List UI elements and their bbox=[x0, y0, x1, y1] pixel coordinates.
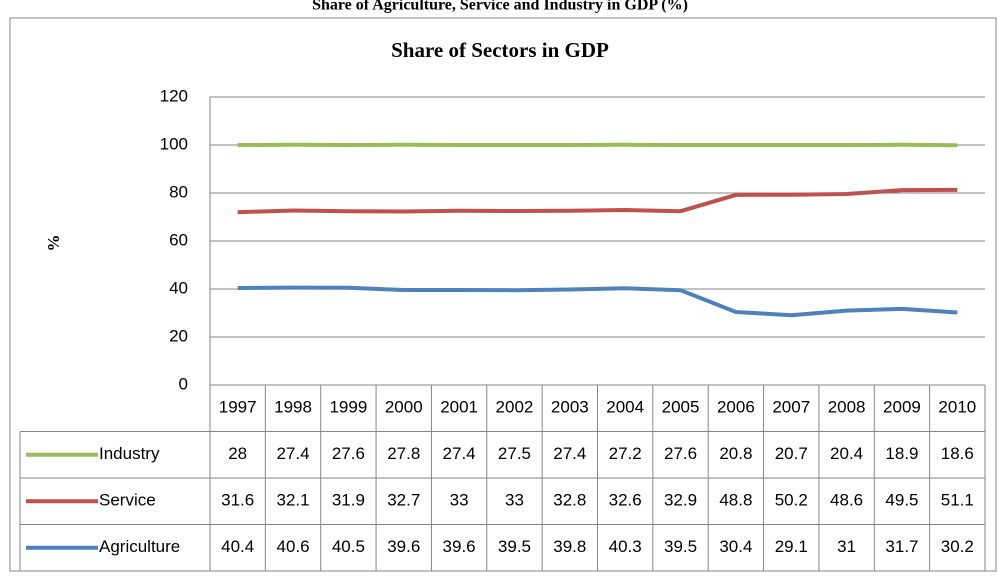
table-value: 27.6 bbox=[664, 444, 697, 463]
table-value: 27.5 bbox=[498, 444, 531, 463]
table-value: 32.1 bbox=[276, 491, 309, 510]
table-value: 27.4 bbox=[553, 444, 586, 463]
table-value: 39.6 bbox=[443, 537, 476, 556]
x-tick-label: 1997 bbox=[219, 398, 257, 417]
table-value: 27.2 bbox=[609, 444, 642, 463]
y-tick-label: 40 bbox=[169, 278, 188, 297]
table-value: 30.4 bbox=[719, 537, 752, 556]
table-value: 27.6 bbox=[332, 444, 365, 463]
chart-title: Share of Sectors in GDP bbox=[391, 38, 609, 62]
table-value: 33 bbox=[505, 491, 524, 510]
table-value: 33 bbox=[450, 491, 469, 510]
table-value: 32.9 bbox=[664, 491, 697, 510]
table-value: 31.7 bbox=[885, 537, 918, 556]
legend-label: Service bbox=[99, 491, 156, 510]
table-value: 18.9 bbox=[885, 444, 918, 463]
table-value: 39.5 bbox=[498, 537, 531, 556]
table-value: 39.8 bbox=[553, 537, 586, 556]
x-tick-label: 2006 bbox=[717, 398, 755, 417]
x-tick-label: 1998 bbox=[274, 398, 312, 417]
legend-label: Industry bbox=[99, 444, 160, 463]
y-tick-label: 20 bbox=[169, 326, 188, 345]
table-value: 32.8 bbox=[553, 491, 586, 510]
table-value: 27.4 bbox=[443, 444, 476, 463]
y-tick-label: 0 bbox=[179, 374, 188, 393]
table-value: 30.2 bbox=[941, 537, 974, 556]
table-value: 28 bbox=[228, 444, 247, 463]
table-value: 40.6 bbox=[276, 537, 309, 556]
x-tick-label: 2007 bbox=[772, 398, 810, 417]
y-tick-label: 120 bbox=[160, 86, 188, 105]
y-tick-label: 80 bbox=[169, 182, 188, 201]
table-value: 39.6 bbox=[387, 537, 420, 556]
table-value: 40.3 bbox=[609, 537, 642, 556]
y-axis-label: % bbox=[44, 235, 63, 252]
x-tick-label: 2010 bbox=[938, 398, 976, 417]
table-value: 32.6 bbox=[609, 491, 642, 510]
table-value: 49.5 bbox=[885, 491, 918, 510]
x-tick-label: 2002 bbox=[496, 398, 534, 417]
x-tick-label: 2003 bbox=[551, 398, 589, 417]
x-tick-label: 2000 bbox=[385, 398, 423, 417]
table-value: 40.4 bbox=[221, 537, 254, 556]
legend-label: Agriculture bbox=[99, 537, 180, 556]
x-tick-label: 1999 bbox=[329, 398, 367, 417]
x-tick-label: 2001 bbox=[440, 398, 478, 417]
table-value: 27.8 bbox=[387, 444, 420, 463]
table-value: 31 bbox=[837, 537, 856, 556]
table-value: 31.6 bbox=[221, 491, 254, 510]
table-value: 20.7 bbox=[775, 444, 808, 463]
table-value: 29.1 bbox=[775, 537, 808, 556]
table-value: 20.8 bbox=[719, 444, 752, 463]
table-value: 31.9 bbox=[332, 491, 365, 510]
x-tick-label: 2008 bbox=[828, 398, 866, 417]
chart-border bbox=[10, 18, 996, 571]
table-value: 20.4 bbox=[830, 444, 863, 463]
table-value: 27.4 bbox=[276, 444, 309, 463]
y-tick-label: 60 bbox=[169, 230, 188, 249]
y-tick-label: 100 bbox=[160, 134, 188, 153]
table-value: 32.7 bbox=[387, 491, 420, 510]
table-value: 50.2 bbox=[775, 491, 808, 510]
x-tick-label: 2005 bbox=[662, 398, 700, 417]
table-value: 51.1 bbox=[941, 491, 974, 510]
caption: Share of Agriculture, Service and Indust… bbox=[312, 0, 688, 14]
table-value: 40.5 bbox=[332, 537, 365, 556]
x-tick-label: 2004 bbox=[606, 398, 644, 417]
table-value: 48.8 bbox=[719, 491, 752, 510]
x-tick-label: 2009 bbox=[883, 398, 921, 417]
table-value: 48.6 bbox=[830, 491, 863, 510]
table-value: 39.5 bbox=[664, 537, 697, 556]
table-value: 18.6 bbox=[941, 444, 974, 463]
